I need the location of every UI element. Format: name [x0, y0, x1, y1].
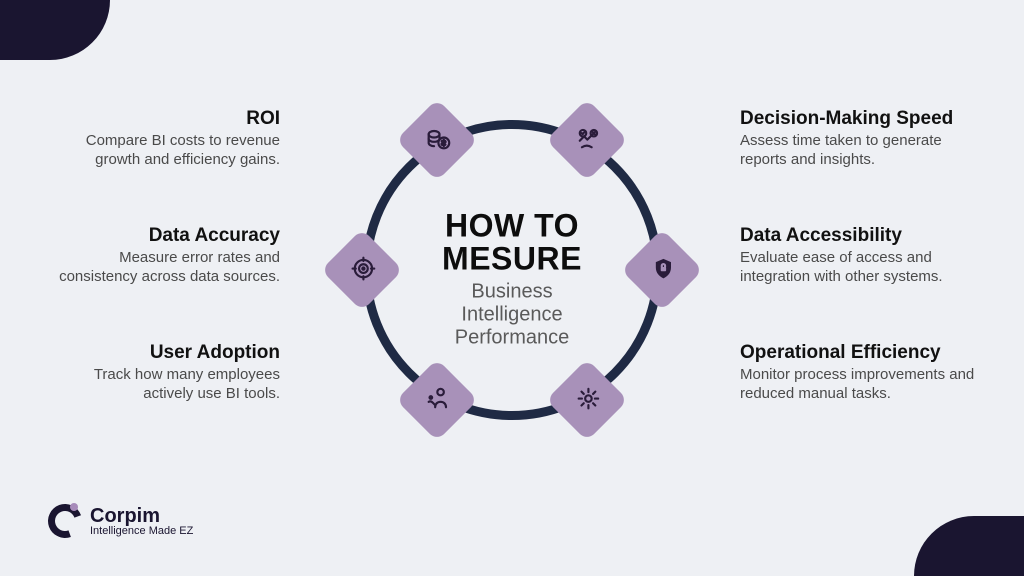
center-sub-line1: Business: [471, 281, 552, 303]
center-title: HOW TO MESURE: [392, 209, 632, 274]
item-title: Data Accuracy: [40, 225, 280, 247]
item-roi: ROICompare BI costs to revenue growth an…: [40, 108, 280, 170]
item-desc: Measure error rates and consistency acro…: [40, 249, 280, 287]
coins-dollar-icon: [417, 120, 457, 160]
logo-text: Corpim Intelligence Made EZ: [90, 506, 193, 537]
logo-tagline: Intelligence Made EZ: [90, 526, 193, 537]
brand-logo: Corpim Intelligence Made EZ: [48, 504, 193, 538]
center-sub-line2: Intelligence: [461, 304, 562, 326]
item-adoption: User AdoptionTrack how many employees ac…: [40, 342, 280, 404]
item-speed: Decision-Making SpeedAssess time taken t…: [740, 108, 980, 170]
center-sub-line3: Performance: [455, 327, 570, 349]
logo-dot: [70, 503, 78, 511]
item-accuracy: Data AccuracyMeasure error rates and con…: [40, 225, 280, 287]
center-title-line2: MESURE: [442, 240, 582, 276]
item-desc: Evaluate ease of access and integration …: [740, 249, 980, 287]
item-desc: Compare BI costs to revenue growth and e…: [40, 132, 280, 170]
item-title: User Adoption: [40, 342, 280, 364]
item-title: ROI: [40, 108, 280, 130]
item-title: Data Accessibility: [740, 225, 980, 247]
center-text-block: HOW TO MESURE Business Intelligence Perf…: [392, 209, 632, 349]
item-desc: Monitor process improvements and reduced…: [740, 366, 980, 404]
logo-name: Corpim: [90, 506, 193, 526]
infographic-stage: HOW TO MESURE Business Intelligence Perf…: [0, 0, 1024, 576]
shield-lock-icon: [642, 250, 682, 290]
hand-checks-icon: [567, 120, 607, 160]
item-access: Data AccessibilityEvaluate ease of acces…: [740, 225, 980, 287]
center-subtitle: Business Intelligence Performance: [392, 281, 632, 350]
item-desc: Track how many employees actively use BI…: [40, 366, 280, 404]
item-desc: Assess time taken to generate reports an…: [740, 132, 980, 170]
item-efficiency: Operational EfficiencyMonitor process im…: [740, 342, 980, 404]
gear-icon: [567, 380, 607, 420]
logo-c-shape: [42, 498, 87, 543]
logo-mark: [48, 504, 82, 538]
item-title: Decision-Making Speed: [740, 108, 980, 130]
item-title: Operational Efficiency: [740, 342, 980, 364]
target-icon: [342, 250, 382, 290]
user-hand-icon: [417, 380, 457, 420]
center-title-line1: HOW TO: [445, 207, 579, 243]
